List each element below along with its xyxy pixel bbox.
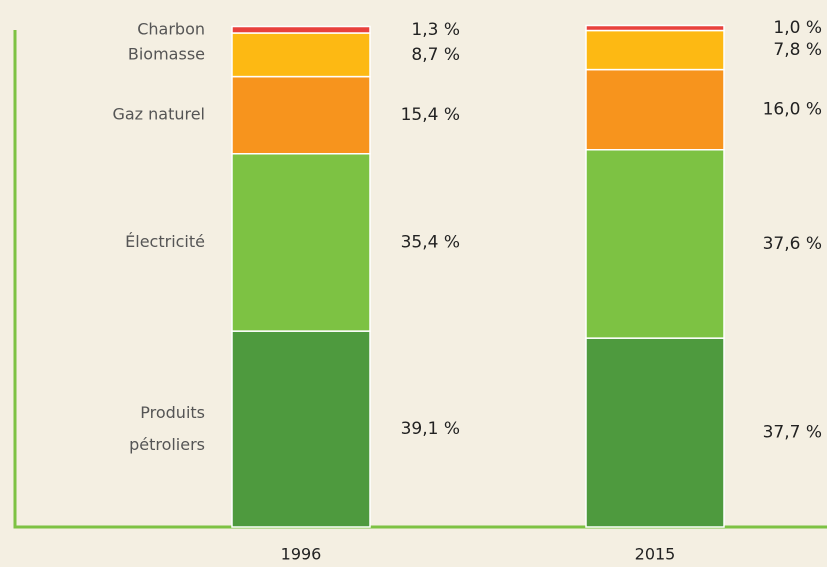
bar-segment [231,330,371,528]
bar-segment [585,68,725,151]
value-label: 7,8 % [773,40,822,60]
series-label: Charbon [137,19,205,38]
bar-segment [585,337,725,528]
value-label: 37,6 % [763,234,822,254]
bar-segment [231,32,371,78]
bar-segment [585,148,725,339]
bar-segment [585,29,725,71]
value-label: 37,7 % [763,423,822,443]
value-label: 1,0 % [773,18,822,38]
series-label: Biomasse [128,44,205,63]
bar-segment [585,24,725,32]
value-label: 39,1 % [401,419,460,439]
value-label: 16,0 % [763,100,822,120]
value-label: 35,4 % [401,232,460,252]
bar-segment [231,25,371,34]
value-label: 1,3 % [411,20,460,40]
series-label: Gaz naturel [112,105,205,124]
bar-segment [231,75,371,155]
series-label: Électricité [125,232,205,251]
series-label: Produits pétroliers [129,403,205,454]
x-tick-label: 1996 [281,545,322,564]
bar-segment [231,153,371,332]
axis [13,30,827,529]
value-label: 8,7 % [411,45,460,65]
x-tick-label: 2015 [635,545,676,564]
value-label: 15,4 % [401,105,460,125]
